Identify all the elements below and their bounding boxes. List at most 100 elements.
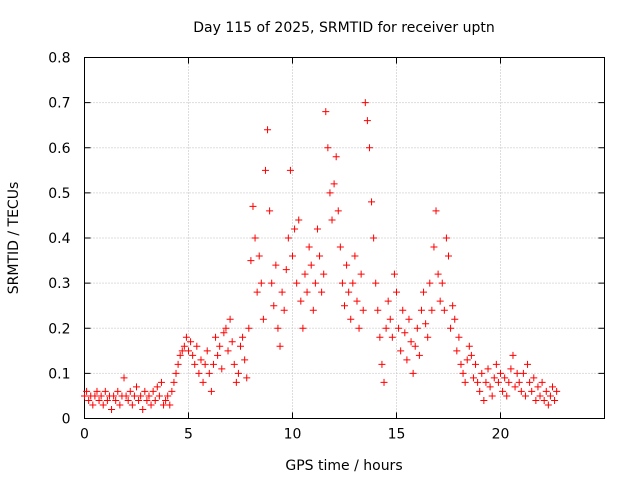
y-tick-label: 0.4 bbox=[48, 231, 70, 247]
data-point bbox=[361, 99, 369, 107]
data-point bbox=[465, 342, 473, 350]
data-point bbox=[293, 279, 301, 287]
data-point bbox=[301, 270, 309, 278]
data-point bbox=[328, 216, 336, 224]
data-point bbox=[85, 396, 93, 404]
data-point bbox=[147, 401, 155, 409]
data-point bbox=[247, 257, 255, 265]
data-point bbox=[205, 369, 213, 377]
data-point bbox=[130, 392, 138, 400]
data-point bbox=[488, 392, 496, 400]
data-point bbox=[376, 333, 384, 341]
data-point bbox=[126, 387, 134, 395]
data-point bbox=[193, 342, 201, 350]
grid-lines bbox=[84, 57, 605, 419]
data-point bbox=[338, 279, 346, 287]
data-point bbox=[445, 252, 452, 260]
data-point bbox=[318, 288, 326, 296]
data-point bbox=[243, 374, 251, 382]
data-point bbox=[374, 306, 382, 314]
data-point bbox=[528, 387, 536, 395]
data-point bbox=[349, 279, 357, 287]
data-point bbox=[128, 401, 136, 409]
data-point bbox=[353, 297, 361, 305]
data-point bbox=[326, 189, 334, 197]
y-tick-label: 0 bbox=[62, 412, 71, 428]
data-point bbox=[457, 360, 465, 368]
data-point bbox=[172, 369, 180, 377]
x-tick-label: 0 bbox=[80, 427, 89, 443]
data-point bbox=[108, 405, 116, 413]
data-point bbox=[409, 369, 417, 377]
data-point bbox=[343, 261, 351, 269]
data-point bbox=[384, 297, 392, 305]
x-tick-label: 15 bbox=[388, 427, 406, 443]
data-point bbox=[426, 279, 434, 287]
data-point bbox=[428, 306, 436, 314]
y-tick-label: 0.2 bbox=[48, 321, 70, 337]
data-point bbox=[336, 243, 344, 251]
data-point bbox=[415, 351, 423, 359]
data-point bbox=[160, 401, 168, 409]
data-point bbox=[189, 351, 197, 359]
data-point bbox=[99, 401, 107, 409]
data-point bbox=[372, 279, 380, 287]
data-point bbox=[114, 387, 122, 395]
data-point bbox=[274, 324, 282, 332]
data-point bbox=[330, 180, 338, 188]
data-point bbox=[517, 387, 525, 395]
data-point bbox=[540, 396, 548, 404]
data-point bbox=[220, 329, 228, 337]
data-point bbox=[303, 288, 311, 296]
data-point bbox=[393, 288, 400, 296]
data-point bbox=[124, 396, 132, 404]
data-point bbox=[313, 225, 321, 233]
data-point bbox=[241, 356, 249, 364]
data-point bbox=[553, 387, 561, 395]
data-point bbox=[530, 374, 538, 382]
data-point bbox=[255, 252, 263, 260]
data-point bbox=[345, 288, 353, 296]
data-point bbox=[284, 234, 292, 242]
data-point bbox=[499, 387, 507, 395]
data-point bbox=[137, 392, 145, 400]
data-point bbox=[509, 351, 517, 359]
data-point bbox=[341, 302, 348, 310]
data-point bbox=[403, 356, 411, 364]
data-point bbox=[197, 356, 205, 364]
data-point bbox=[355, 324, 363, 332]
data-point bbox=[212, 333, 220, 341]
x-tick-label: 5 bbox=[184, 427, 193, 443]
data-point bbox=[218, 365, 226, 373]
data-point bbox=[257, 279, 265, 287]
data-point bbox=[365, 144, 373, 152]
data-point bbox=[230, 360, 238, 368]
data-point bbox=[382, 324, 390, 332]
data-point bbox=[95, 396, 103, 404]
data-point bbox=[214, 351, 222, 359]
data-point bbox=[228, 338, 236, 346]
y-tick-label: 0.5 bbox=[48, 186, 70, 202]
data-point bbox=[420, 288, 428, 296]
data-point bbox=[370, 234, 378, 242]
data-point bbox=[549, 383, 556, 391]
data-point bbox=[467, 351, 475, 359]
data-point bbox=[546, 392, 554, 400]
data-point bbox=[380, 378, 388, 386]
data-point bbox=[291, 225, 299, 233]
data-point bbox=[451, 315, 459, 323]
data-point bbox=[311, 279, 319, 287]
data-point bbox=[474, 378, 482, 386]
x-tick-label: 10 bbox=[284, 427, 302, 443]
data-point bbox=[480, 396, 488, 404]
data-point bbox=[155, 392, 163, 400]
data-point bbox=[203, 347, 211, 355]
data-point bbox=[461, 378, 469, 386]
data-point bbox=[180, 342, 188, 350]
data-point bbox=[436, 297, 444, 305]
data-point bbox=[455, 333, 463, 341]
data-point bbox=[399, 306, 407, 314]
data-point bbox=[272, 261, 280, 269]
data-point bbox=[178, 347, 186, 355]
data-point bbox=[135, 396, 143, 404]
